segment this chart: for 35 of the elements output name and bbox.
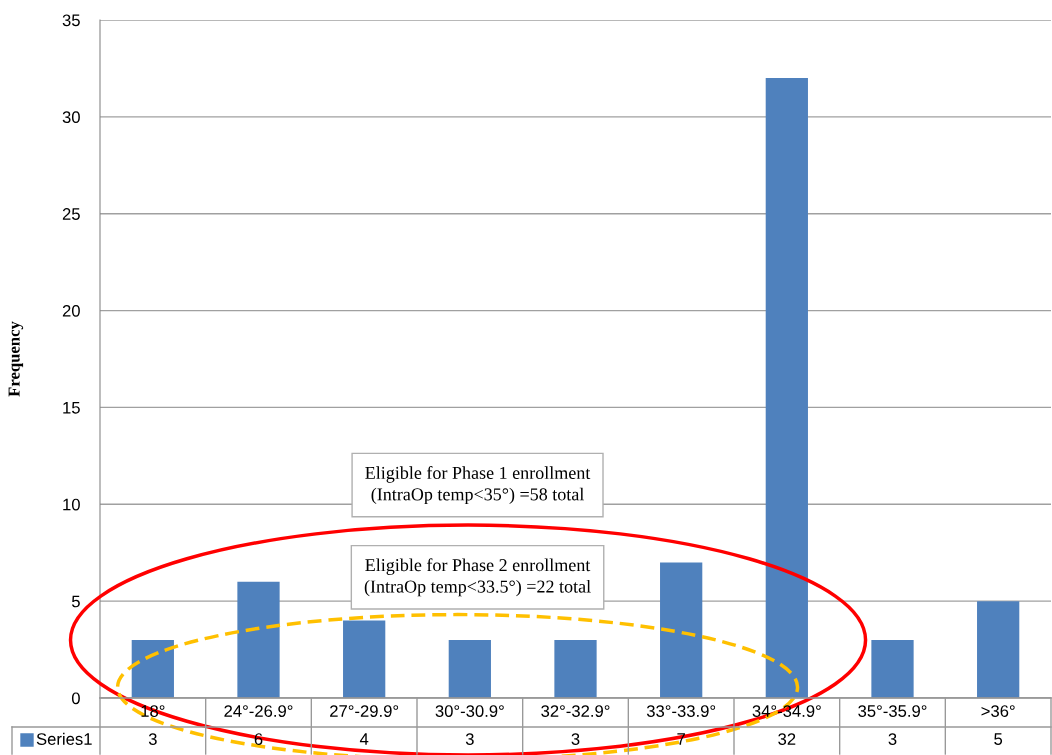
x-tick-label: 35°-35.9° <box>858 705 927 717</box>
annotation: Eligible for Phase 2 enrollment (IntraOp temp<33.5°) =22 total <box>364 558 591 597</box>
data-label: 3 <box>148 733 157 745</box>
y-tick-label: 0 <box>71 692 80 705</box>
data-label: 3 <box>888 733 897 745</box>
bar <box>448 639 491 698</box>
y-tick-label: 25 <box>62 208 80 220</box>
y-tick-label: 10 <box>63 498 80 511</box>
legend-label: Series1 <box>36 732 92 745</box>
bar <box>765 78 808 698</box>
y-tick-label: 30 <box>62 111 80 124</box>
x-tick-label: 24°-26.9° <box>224 705 293 717</box>
annotation: Eligible for Phase 1 enrollment (IntraOp temp<35°) =58 total <box>365 466 591 505</box>
y-axis-title: Frequency <box>8 321 24 397</box>
x-tick-label: 33°-33.9° <box>646 705 716 717</box>
data-label: 32 <box>778 733 796 745</box>
bar <box>237 581 280 698</box>
y-tick-label: 35 <box>62 14 80 27</box>
y-tick-label: 15 <box>63 402 80 414</box>
y-tick-label: 5 <box>71 595 80 608</box>
bar <box>554 639 597 698</box>
data-label: 4 <box>359 733 369 745</box>
x-tick-label: 30°-30.9° <box>435 705 504 717</box>
data-label: 5 <box>994 733 1003 745</box>
bar <box>343 620 386 698</box>
x-tick-label: >36° <box>981 705 1015 717</box>
bar <box>660 562 703 698</box>
x-tick-label: 32°-32.9° <box>541 705 610 717</box>
data-label: 3 <box>465 733 474 745</box>
y-tick-label: 20 <box>62 304 80 317</box>
data-label: 3 <box>571 733 580 745</box>
bar <box>871 639 914 698</box>
bar <box>977 601 1020 698</box>
x-tick-label: 27°-29.9° <box>330 705 399 717</box>
bar <box>131 639 174 698</box>
